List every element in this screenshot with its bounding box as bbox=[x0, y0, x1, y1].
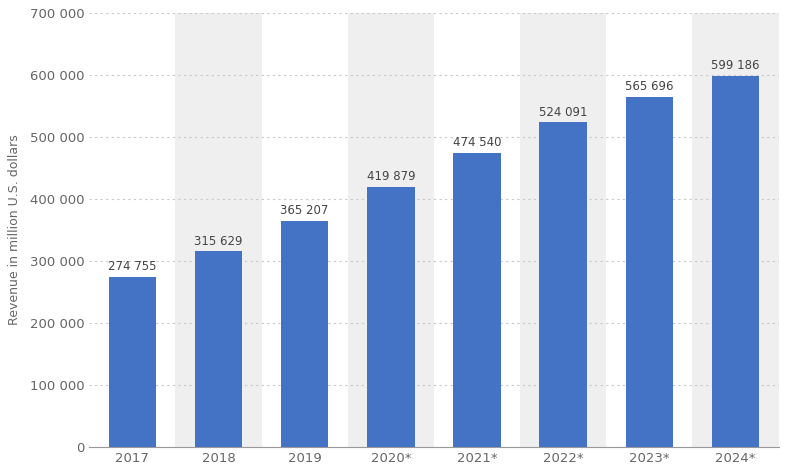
Text: 565 696: 565 696 bbox=[625, 80, 674, 93]
Bar bbox=[194, 251, 242, 447]
Text: 474 540: 474 540 bbox=[453, 136, 501, 149]
Text: 524 091: 524 091 bbox=[539, 105, 587, 119]
Bar bbox=[453, 153, 501, 447]
Text: 365 207: 365 207 bbox=[280, 204, 329, 217]
Bar bbox=[712, 76, 759, 447]
Bar bbox=[109, 277, 156, 447]
Text: 315 629: 315 629 bbox=[194, 235, 242, 248]
Bar bbox=[367, 187, 415, 447]
Bar bbox=[693, 13, 778, 447]
Bar bbox=[281, 220, 328, 447]
Bar bbox=[176, 13, 261, 447]
Bar bbox=[626, 96, 673, 447]
Bar bbox=[540, 122, 587, 447]
Bar bbox=[520, 13, 606, 447]
Text: 419 879: 419 879 bbox=[367, 170, 415, 183]
Text: 274 755: 274 755 bbox=[108, 260, 157, 273]
Bar bbox=[348, 13, 434, 447]
Text: 599 186: 599 186 bbox=[711, 59, 759, 72]
Y-axis label: Revenue in million U.S. dollars: Revenue in million U.S. dollars bbox=[9, 135, 21, 325]
